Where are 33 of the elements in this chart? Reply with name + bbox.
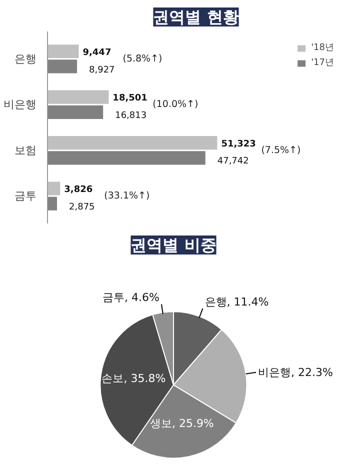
slice-label: 비은행, 22.3% (258, 366, 333, 379)
annotation: (5.8%↑) (122, 53, 162, 64)
y-tick-label: 보험 (14, 144, 36, 157)
y-tick-label: 은행 (14, 52, 36, 66)
data-label: 8,927 (89, 65, 115, 76)
slice-label: 생보, 25.9% (150, 416, 214, 430)
text: (7.5%↑) (261, 144, 301, 156)
y-tick-label: 금투 (14, 190, 36, 203)
annotation: (10.0%↑) (152, 99, 198, 110)
data-label: 3,826 (64, 185, 93, 196)
legend-label: '17년 (311, 57, 334, 69)
data-label: 2,875 (69, 202, 95, 212)
bar (48, 196, 58, 210)
chart-title: 권역별 비중 (130, 236, 216, 254)
bar (48, 105, 104, 119)
data-label: 47,742 (217, 156, 249, 167)
bar (48, 151, 206, 165)
bar (48, 44, 79, 58)
bar (48, 60, 78, 74)
annotation: (33.1%↑) (104, 190, 150, 202)
data-label: 9,447 (82, 48, 112, 58)
chart-title: 권역별 현황 (153, 8, 239, 26)
slice-label: 손보, 35.8% (102, 372, 166, 386)
y-tick-label: 비은행 (4, 98, 36, 112)
bar (48, 90, 109, 104)
data-label: 51,323 (221, 139, 256, 150)
legend-label: '18년 (311, 42, 334, 54)
data-label: 18,501 (112, 94, 148, 104)
bar (48, 182, 60, 196)
slice-label: 금투, 4.6% (102, 291, 160, 304)
data-label: 16,813 (115, 110, 147, 121)
slice-label: 은행, 11.4% (204, 295, 269, 308)
bar (48, 136, 218, 150)
